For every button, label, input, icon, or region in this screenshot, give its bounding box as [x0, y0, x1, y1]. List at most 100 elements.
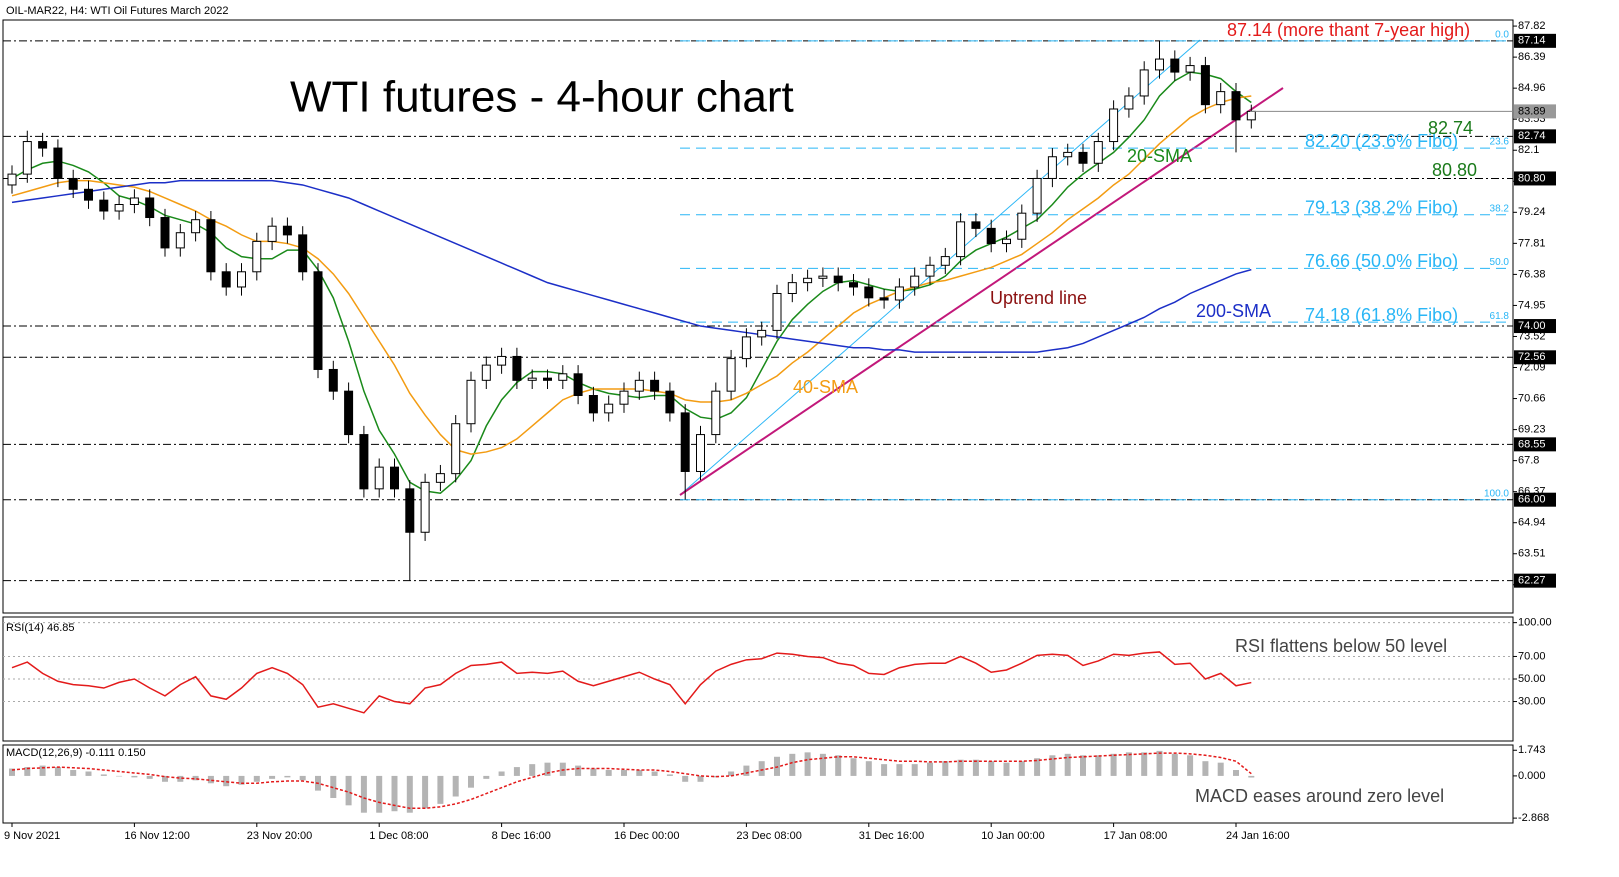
candle-body: [543, 377, 552, 381]
candle-body: [298, 234, 308, 273]
candle-body: [711, 390, 721, 436]
macd-bar: [1080, 755, 1086, 776]
x-tick-label: 10 Jan 00:00: [981, 830, 1045, 842]
y-tick-label: 63.51: [1518, 548, 1546, 560]
macd-bar: [850, 758, 857, 776]
macd-bar: [192, 775, 199, 781]
macd-bar: [1064, 753, 1071, 776]
fibo-label: 74.18 (61.8% Fibo): [1305, 305, 1458, 325]
candle-body: [481, 364, 491, 381]
candle-body: [588, 395, 598, 414]
macd-bar: [1217, 762, 1224, 776]
fibo-label: 79.13 (38.2% Fibo): [1305, 197, 1458, 217]
macd-bar: [881, 764, 888, 776]
macd-bar: [682, 775, 689, 782]
macd-bar: [575, 765, 582, 776]
candle-body: [665, 390, 675, 414]
annotation: 80.80: [1432, 160, 1477, 180]
macd-bar: [789, 753, 796, 776]
macd-bar: [360, 775, 367, 813]
candle-body: [99, 199, 109, 212]
fibo-ratio: 23.6: [1490, 137, 1510, 148]
macd-bar: [1110, 753, 1117, 776]
candle-body: [833, 275, 843, 284]
macd-bar: [223, 775, 230, 787]
macd-bar: [819, 753, 826, 776]
fibo-ratio: 100.0: [1484, 488, 1509, 499]
candle-body: [757, 329, 767, 338]
candle-body: [1216, 91, 1226, 106]
candle-body: [818, 275, 828, 279]
macd-header: MACD(12,26,9) -0.111 0.150: [6, 747, 146, 759]
macd-bar: [452, 775, 459, 797]
y-tick-label: 74.95: [1518, 299, 1546, 311]
candle-body: [267, 225, 277, 242]
candle-body: [1109, 108, 1119, 143]
y-tick-label: 79.24: [1518, 206, 1546, 218]
macd-bar: [146, 775, 153, 779]
macd-bar: [1248, 775, 1255, 778]
y-tick-label: 70.66: [1518, 392, 1546, 404]
x-tick-label: 16 Nov 12:00: [124, 830, 189, 842]
candle-body: [803, 277, 813, 284]
macd-bar: [1187, 755, 1194, 776]
macd-bar: [1233, 770, 1239, 776]
candle-body: [650, 379, 660, 392]
candle-body: [1063, 151, 1073, 158]
candle-body: [956, 221, 966, 258]
candle-body: [420, 481, 430, 533]
level-box: [1514, 350, 1556, 365]
y-tick-label: 73.52: [1518, 330, 1546, 342]
x-tick-label: 1 Dec 08:00: [369, 830, 428, 842]
candle-body: [84, 188, 93, 201]
candle-body: [359, 434, 369, 490]
macd-bar: [1095, 755, 1102, 776]
candle-body: [1185, 65, 1195, 73]
rsi-header: RSI(14) 46.85: [6, 622, 74, 634]
macd-bar: [1171, 753, 1178, 776]
macd-bar: [835, 755, 842, 776]
macd-panel: [2, 744, 1514, 824]
y-tick-label: 87.82: [1518, 20, 1546, 32]
y-tick-label: 72.09: [1518, 361, 1546, 373]
candle-body: [1231, 91, 1241, 121]
y-tick-label: 0.000: [1518, 770, 1546, 782]
macd-bar: [131, 775, 138, 778]
macd-bar: [865, 761, 872, 776]
last-price-box: [1514, 104, 1556, 119]
macd-bar: [636, 770, 643, 776]
level-box: [1514, 492, 1556, 507]
level-box: [1514, 319, 1556, 334]
rsi-line: [11, 651, 1252, 714]
candle-body: [1170, 58, 1180, 73]
macd-bar: [697, 775, 704, 782]
macd-bar: [758, 761, 765, 776]
candle-body: [986, 227, 996, 245]
level-label: 68.55: [1518, 438, 1546, 450]
candle-body: [1124, 95, 1134, 110]
candle-body: [497, 355, 507, 366]
candle-body: [634, 379, 644, 392]
candle-body: [221, 271, 231, 288]
x-tick-label: 9 Nov 2021: [4, 830, 60, 842]
signal-line: [11, 752, 1252, 810]
candle-body: [1139, 69, 1149, 97]
candle-body: [435, 473, 445, 483]
candle-body: [145, 197, 155, 219]
uptrend-line: [679, 87, 1284, 496]
macd-bar: [728, 771, 735, 776]
macd-bar: [896, 764, 903, 776]
x-tick-label: 16 Dec 00:00: [614, 830, 679, 842]
macd-bar: [942, 761, 949, 776]
fibo-label: 82.20 (23.6% Fibo): [1305, 131, 1458, 151]
candle-body: [7, 173, 17, 186]
macd-bar: [54, 767, 61, 776]
rsi-note: RSI flattens below 50 level: [1235, 636, 1447, 656]
candle-body: [849, 282, 858, 288]
candle-body: [558, 373, 568, 381]
candle-body: [68, 177, 78, 190]
macd-bar: [1049, 755, 1056, 776]
x-tick-label: 24 Jan 16:00: [1226, 830, 1290, 842]
macd-bar: [1125, 752, 1132, 776]
